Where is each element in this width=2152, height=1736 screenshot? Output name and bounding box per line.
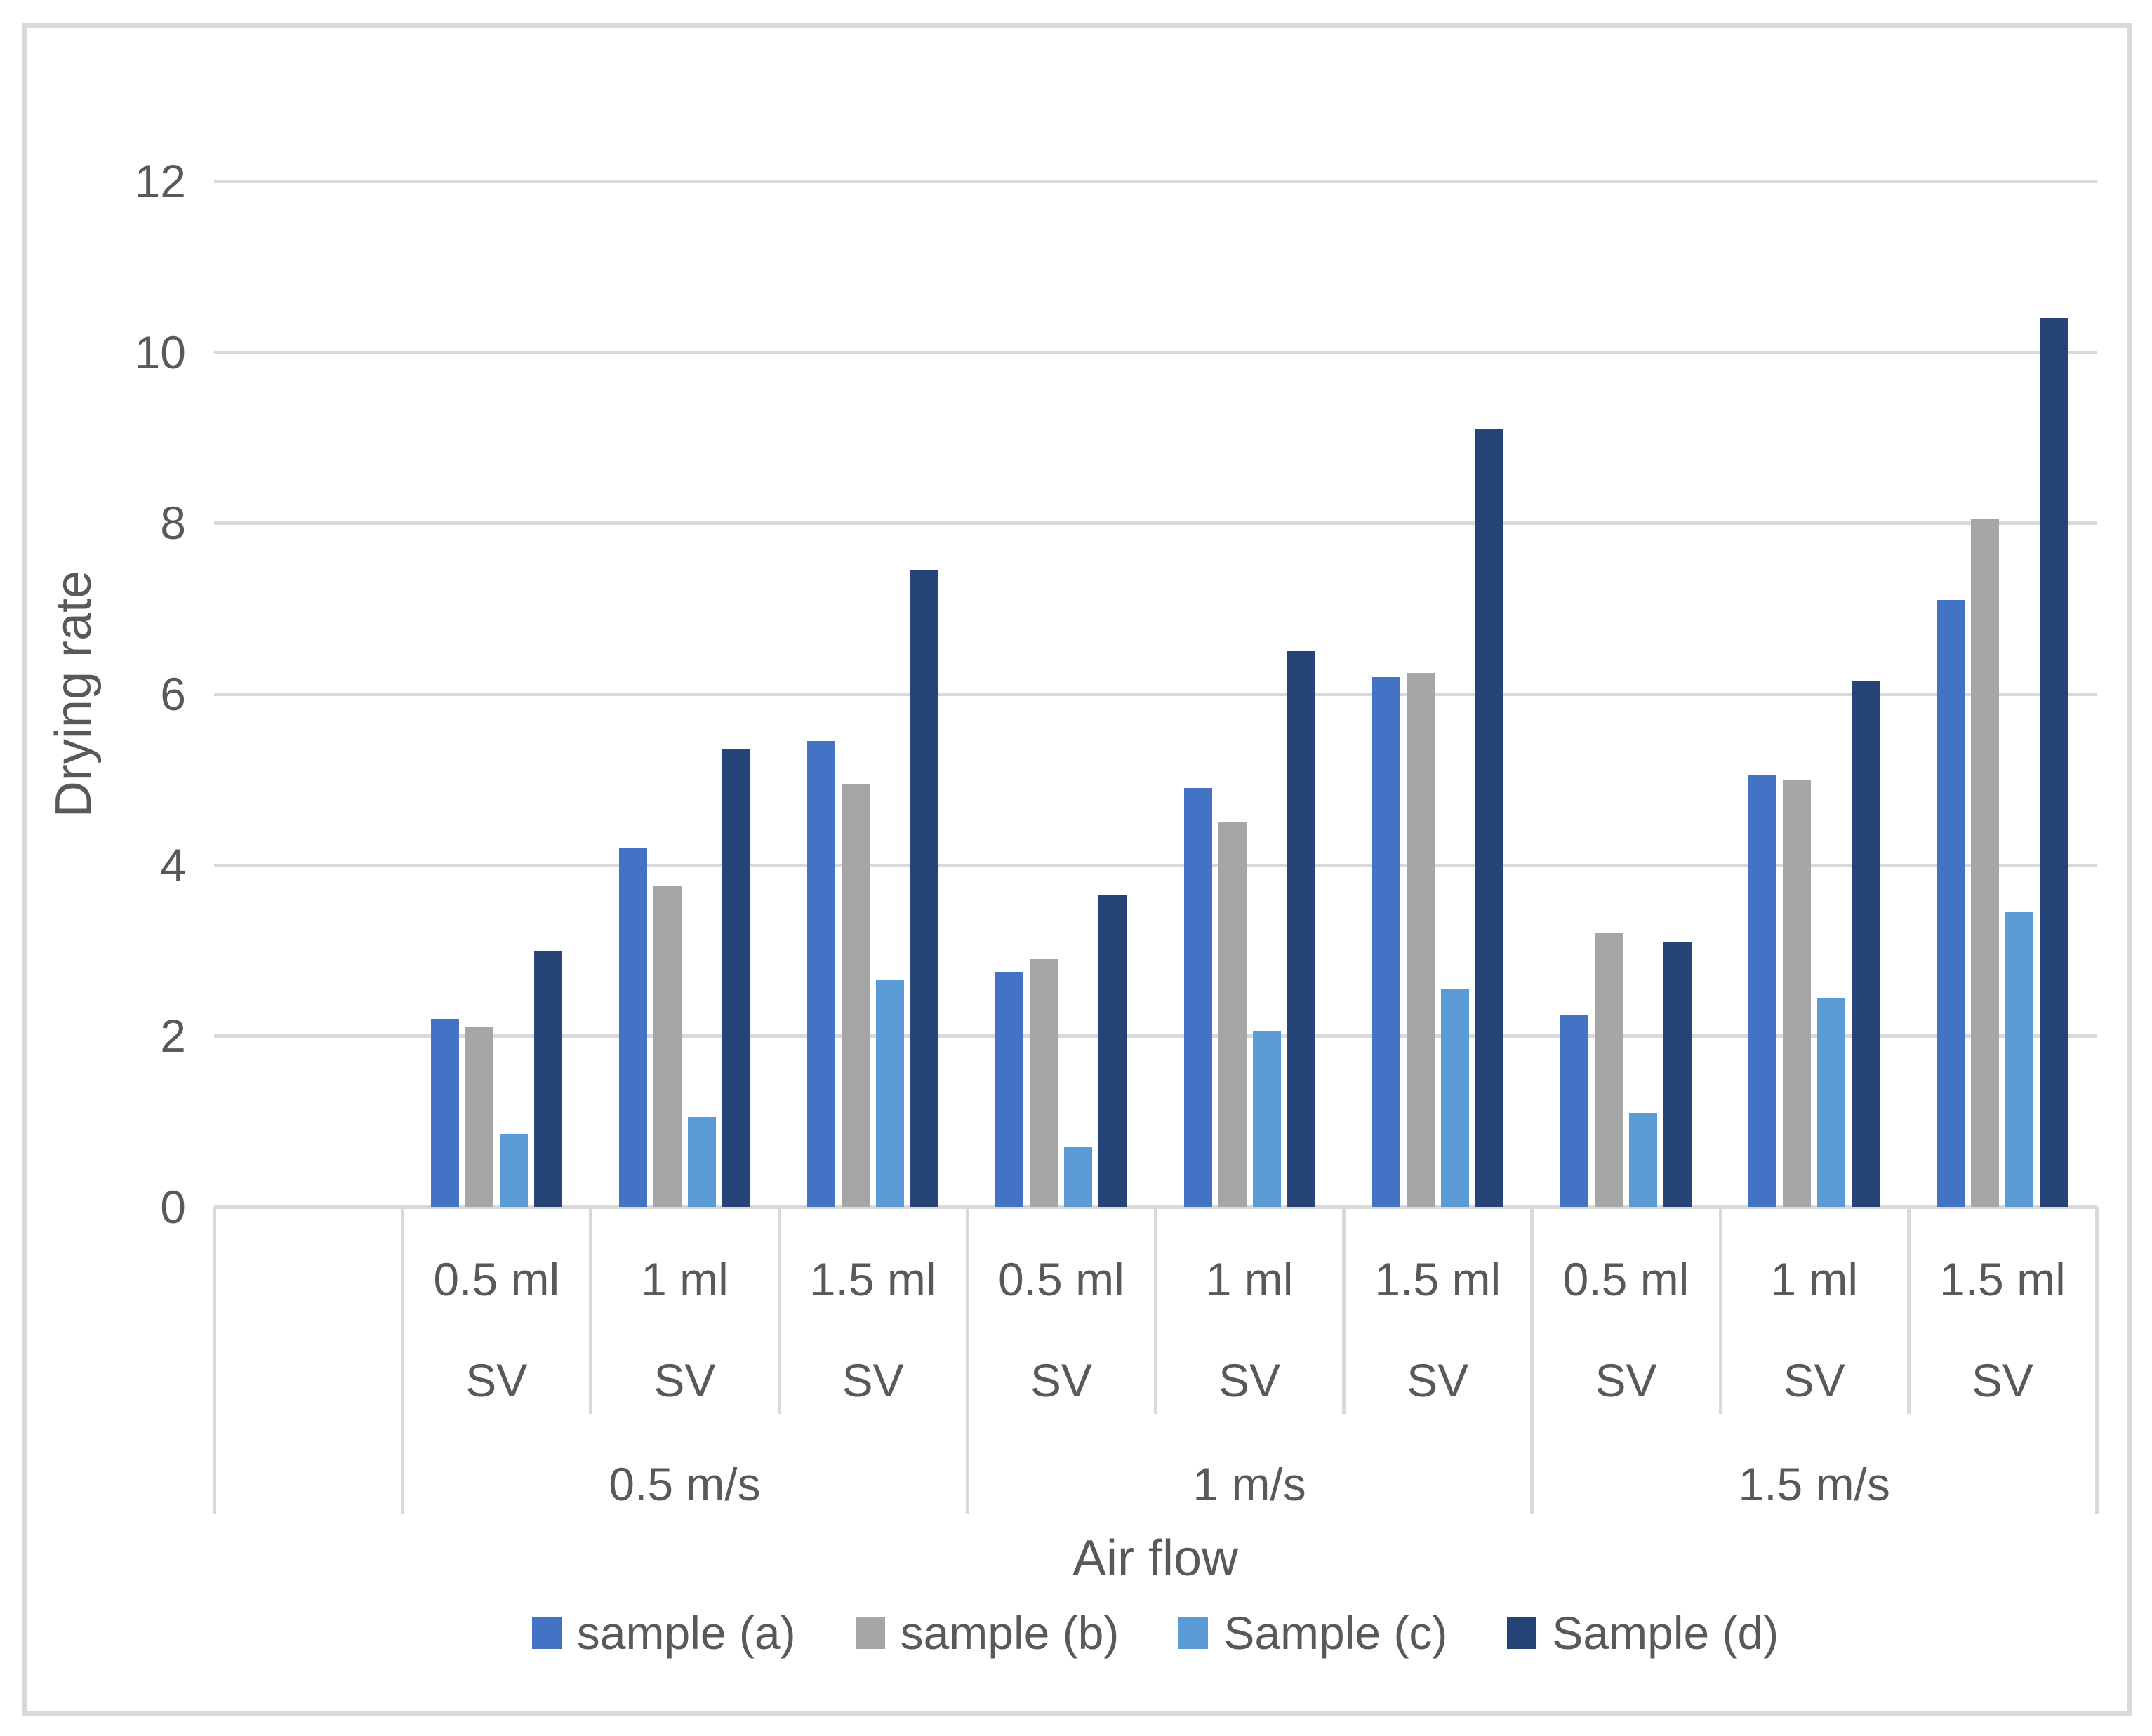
gridline-y8 [214, 521, 2097, 526]
y-tick-label: 12 [134, 155, 186, 207]
bar-sampleb)-group6 [1406, 672, 1435, 1207]
bar-sampleb)-group7 [1595, 933, 1623, 1207]
category-sv-label: SV [1783, 1354, 1845, 1406]
y-tick-label: 10 [134, 326, 186, 378]
axis-group-separator [401, 1207, 405, 1514]
bar-sampleb)-group9 [1971, 519, 2000, 1207]
category-volume-label: 1.5 ml [1374, 1253, 1501, 1305]
legend-marker-icon [855, 1617, 885, 1649]
bar-sampleb)-group2 [653, 886, 682, 1207]
bar-Samplec)-group9 [2005, 912, 2034, 1207]
bar-Samplec)-group3 [876, 980, 905, 1207]
bar-Sampled)-group2 [722, 749, 750, 1207]
legend-item: Sample (c) [1178, 1608, 1447, 1658]
legend-marker-icon [531, 1617, 562, 1649]
bar-sampleb)-group5 [1218, 822, 1247, 1207]
legend: sample (a) sample (b) Sample (c) Sample (d) [214, 1601, 2097, 1664]
airflow-group-label: 1 m/s [1193, 1458, 1306, 1510]
bar-samplea)-group9 [1937, 599, 1965, 1207]
bar-samplea)-group4 [995, 971, 1024, 1207]
bar-Sampled)-group8 [1852, 681, 1880, 1207]
bar-sampleb)-group4 [1030, 959, 1058, 1207]
bar-samplea)-group1 [430, 1018, 459, 1207]
bar-Samplec)-group2 [688, 1117, 716, 1207]
gridline-y12 [214, 180, 2097, 183]
category-volume-label: 1 ml [641, 1253, 729, 1305]
bar-samplea)-group7 [1560, 1014, 1588, 1207]
legend-item: sample (a) [531, 1607, 796, 1659]
axis-group-separator [965, 1207, 969, 1514]
y-tick-label: 8 [160, 497, 186, 549]
category-volume-label: 1 ml [1205, 1253, 1294, 1305]
bar-Sampled)-group5 [1287, 651, 1315, 1207]
axis-category-separator [1718, 1207, 1722, 1414]
bar-Samplec)-group5 [1252, 1031, 1281, 1207]
legend-item: Sample (d) [1507, 1608, 1779, 1658]
bar-Sampled)-group1 [533, 950, 562, 1207]
category-sv-label: SV [1218, 1354, 1281, 1406]
legend-label: sample (b) [900, 1607, 1120, 1659]
y-axis-title: Drying rate [46, 570, 102, 818]
airflow-group-label: 0.5 m/s [609, 1458, 761, 1510]
axis-category-separator [1154, 1207, 1157, 1414]
bar-Sampled)-group4 [1098, 895, 1127, 1207]
axis-group-separator [1530, 1207, 1534, 1514]
bar-samplea)-group6 [1371, 676, 1400, 1207]
bar-Sampled)-group3 [910, 570, 939, 1207]
bar-Sampled)-group6 [1475, 429, 1503, 1207]
y-tick-label: 2 [160, 1010, 186, 1062]
legend-label: sample (a) [576, 1607, 796, 1659]
category-volume-label: 0.5 ml [1562, 1253, 1689, 1305]
bar-Samplec)-group8 [1817, 997, 1846, 1207]
category-volume-label: 0.5 ml [433, 1253, 560, 1305]
legend-item: sample (b) [855, 1607, 1120, 1659]
axis-category-separator [1906, 1207, 1911, 1414]
bar-Samplec)-group4 [1064, 1147, 1093, 1207]
axis-group-separator [2095, 1207, 2099, 1514]
legend-label: Sample (c) [1223, 1607, 1448, 1659]
y-tick-label: 6 [160, 668, 186, 720]
category-sv-label: SV [1595, 1354, 1657, 1406]
bar-samplea)-group5 [1183, 788, 1212, 1207]
bar-samplea)-group3 [807, 741, 836, 1207]
bar-samplea)-group8 [1748, 775, 1777, 1207]
gridline-y6 [214, 693, 2097, 696]
bar-Samplec)-group6 [1440, 989, 1469, 1207]
y-tick-label: 0 [160, 1181, 186, 1233]
bar-Sampled)-group9 [2040, 317, 2068, 1207]
category-sv-label: SV [1407, 1354, 1469, 1406]
category-volume-label: 0.5 ml [998, 1253, 1124, 1305]
axis-group-separator [213, 1207, 216, 1514]
category-volume-label: 1.5 ml [1939, 1253, 2066, 1305]
axis-category-separator [589, 1207, 593, 1414]
legend-marker-icon [1178, 1617, 1209, 1649]
category-volume-label: 1 ml [1770, 1253, 1859, 1305]
legend-label: Sample (d) [1552, 1607, 1779, 1659]
airflow-group-label: 1.5 m/s [1738, 1458, 1890, 1510]
gridline-y10 [214, 350, 2097, 354]
bar-samplea)-group2 [619, 848, 647, 1207]
bar-sampleb)-group8 [1783, 779, 1812, 1207]
category-sv-label: SV [653, 1354, 716, 1406]
y-tick-label: 4 [160, 839, 186, 891]
legend-marker-icon [1507, 1617, 1537, 1649]
gridline-y4 [214, 863, 2097, 867]
axis-category-separator [1342, 1207, 1346, 1414]
chart-frame [22, 23, 2132, 1716]
bar-Samplec)-group1 [499, 1134, 528, 1207]
gridline-y2 [214, 1034, 2097, 1039]
axis-category-separator [777, 1207, 781, 1414]
bar-Samplec)-group7 [1629, 1112, 1657, 1207]
category-sv-label: SV [465, 1354, 528, 1406]
category-sv-label: SV [1030, 1354, 1092, 1406]
category-sv-label: SV [842, 1354, 904, 1406]
category-sv-label: SV [1971, 1354, 2033, 1406]
bar-Sampled)-group7 [1663, 942, 1692, 1207]
bar-sampleb)-group1 [465, 1027, 493, 1207]
category-volume-label: 1.5 ml [809, 1253, 936, 1305]
x-axis-title: Air flow [1072, 1530, 1239, 1587]
bar-sampleb)-group3 [842, 783, 870, 1207]
